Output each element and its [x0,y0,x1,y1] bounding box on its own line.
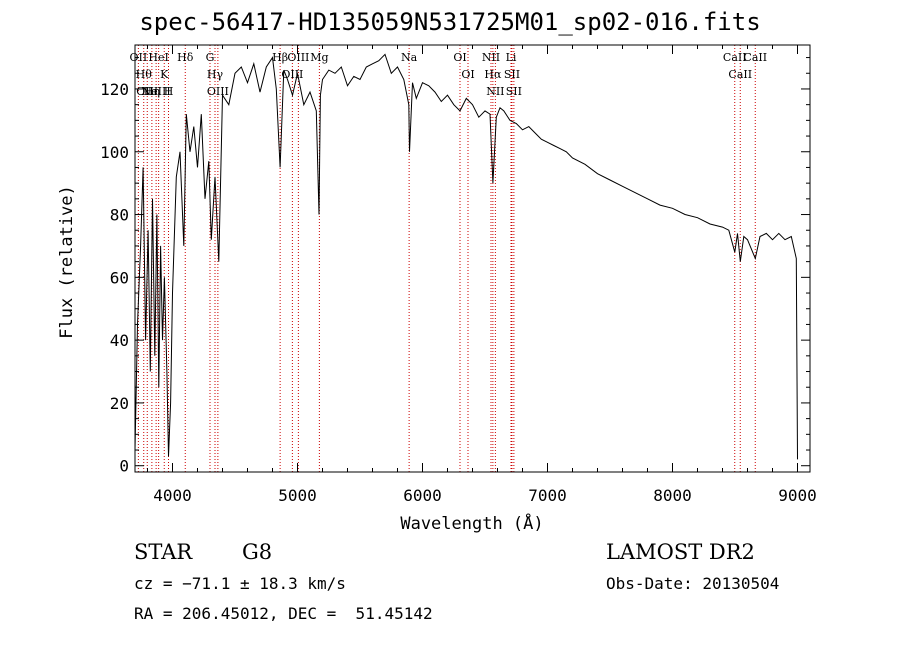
spectral-line-label: K [160,68,169,81]
spectral-line-label: OIII [287,51,309,64]
x-axis-label: Wavelength (Å) [400,512,543,534]
spectral-line-label: CaII [728,68,752,81]
spectral-line-label: H [164,85,174,98]
y-tick-label: 120 [100,80,129,99]
y-axis-label: Flux (relative) [57,185,77,339]
spectral-line-label: CaII [743,51,767,64]
spectral-line-label: Hβ [272,51,288,64]
redshift-cz: cz = −71.1 ± 18.3 km/s [134,574,346,593]
object-subclass: G8 [242,540,273,564]
survey-name: LAMOST DR2 [606,540,755,564]
observation-date: Obs-Date: 20130504 [606,574,780,593]
spectral-line-label: Li [506,51,517,64]
x-tick-label: 5000 [278,486,317,505]
spectral-line-label: Hη [144,85,160,98]
y-tick-label: 60 [110,268,129,287]
spectral-line-label: G [206,51,215,64]
spectral-line-label: OI [453,51,466,64]
spectral-line-label: OIII [136,85,158,98]
plot-frame [134,44,811,473]
axis-ticks: 4000 5000 6000 7000 8000 9000 0 20 40 60 80 100 120 [100,45,817,505]
x-tick-label: 9000 [778,486,817,505]
spectral-line-markers [137,45,756,472]
spectral-line-label: OI [461,68,474,81]
x-tick-label: 6000 [403,486,442,505]
x-tick-label: 7000 [528,486,567,505]
spectral-line-label: Hθ [136,68,153,81]
y-tick-label: 40 [110,331,129,350]
x-tick-label: 4000 [153,486,192,505]
spectral-line-label: Hγ [207,68,224,81]
spectral-line-label: OIII [207,85,229,98]
y-tick-label: 20 [110,394,129,413]
spectral-line-label: NeIII [142,85,171,98]
spectral-line-label: SII [504,68,520,81]
chart-title: spec-56417-HD135059N531725M01_sp02-016.f… [139,8,761,36]
spectral-line-label: NII [486,85,504,98]
spectral-line-label: SII [506,85,522,98]
spectral-line-label: HeI [148,51,168,64]
spectral-line-label: OIII [281,68,303,81]
y-tick-label: 80 [110,206,129,225]
spectral-line-label: NII [482,51,500,64]
y-tick-label: 0 [119,457,129,476]
spectral-line-label: Mg [310,51,328,64]
spectral-line-label: Hα [484,68,502,81]
spectral-line-label: Hδ [177,51,194,64]
coordinates: RA = 206.45012, DEC = 51.45142 [134,604,433,623]
spectral-line-label: Na [401,51,418,64]
spectral-line-label: CaII [723,51,747,64]
object-class: STAR [134,540,193,564]
y-tick-label: 100 [100,143,129,162]
x-tick-label: 8000 [653,486,692,505]
spectrum-line [134,53,798,460]
